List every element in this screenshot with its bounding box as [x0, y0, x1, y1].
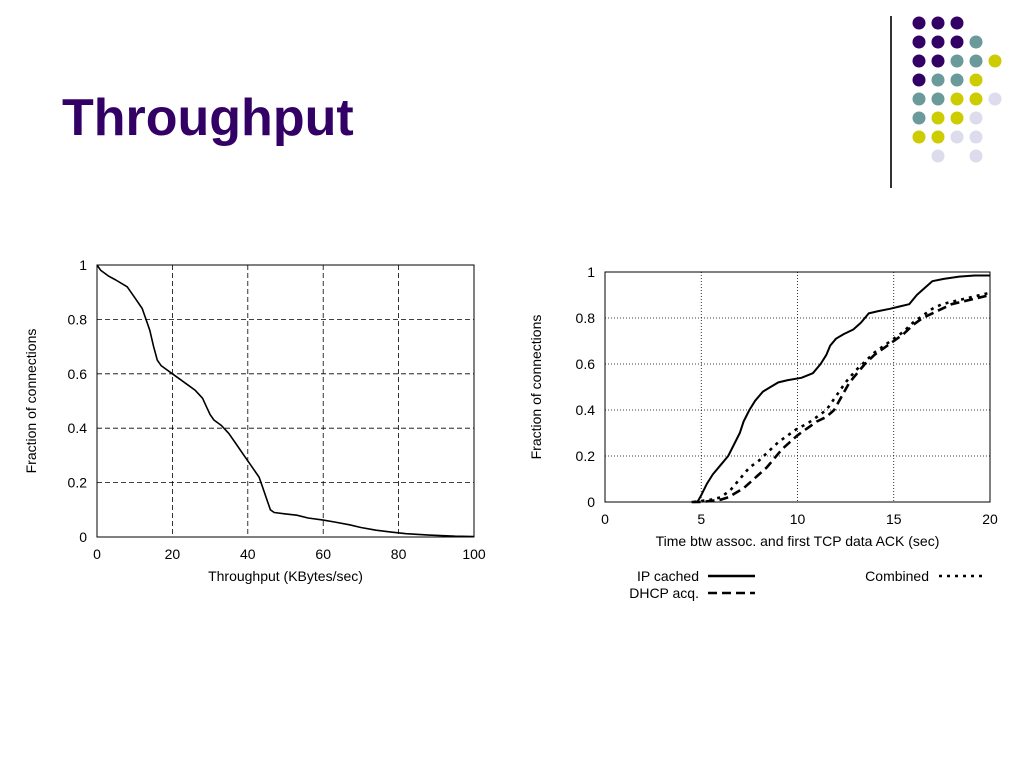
dot-icon: [931, 130, 945, 144]
dot-icon: [912, 54, 926, 68]
dot-icon: [950, 16, 964, 30]
dot-icon: [931, 92, 945, 106]
y-tick-label: 1: [587, 264, 595, 280]
dot-grid-decoration: [912, 16, 1002, 163]
x-tick-label: 10: [790, 511, 806, 527]
y-tick-label: 0.6: [576, 356, 596, 372]
dot-icon: [950, 54, 964, 68]
legend-label: IP cached: [637, 568, 699, 584]
dot-icon: [912, 92, 926, 106]
y-axis-title: Fraction of connections: [23, 329, 39, 474]
y-axis-title: Fraction of connections: [528, 315, 544, 460]
dot-icon: [912, 130, 926, 144]
dot-icon: [969, 111, 983, 125]
dot-icon: [931, 16, 945, 30]
dot-icon: [988, 54, 1002, 68]
dot-icon: [950, 35, 964, 49]
y-tick-label: 0.8: [576, 310, 596, 326]
dot-icon: [969, 54, 983, 68]
dot-icon: [969, 92, 983, 106]
dot-icon: [950, 92, 964, 106]
series-line-ip-cached: [696, 274, 990, 503]
series-line-dhcp-acq: [691, 293, 991, 504]
x-tick-label: 15: [886, 511, 902, 527]
y-tick-label: 0: [587, 494, 595, 510]
y-tick-label: 0.4: [576, 402, 596, 418]
x-tick-label: 0: [601, 511, 609, 527]
x-tick-label: 40: [240, 546, 256, 562]
dot-icon: [931, 54, 945, 68]
y-tick-label: 0.6: [68, 366, 88, 382]
dot-icon: [988, 92, 1002, 106]
dot-icon: [969, 73, 983, 87]
x-tick-label: 100: [462, 546, 486, 562]
x-tick-label: 20: [982, 511, 998, 527]
legend-label: DHCP acq.: [629, 585, 699, 601]
x-tick-label: 60: [315, 546, 331, 562]
y-tick-label: 0: [79, 529, 87, 545]
dot-icon: [912, 16, 926, 30]
x-axis-title: Throughput (KBytes/sec): [208, 568, 363, 584]
dot-icon: [950, 73, 964, 87]
y-tick-label: 0.2: [68, 475, 88, 491]
x-tick-label: 5: [697, 511, 705, 527]
dot-icon: [912, 73, 926, 87]
y-tick-label: 1: [79, 257, 87, 273]
dot-icon: [950, 111, 964, 125]
y-tick-label: 0.8: [68, 311, 88, 327]
x-tick-label: 80: [391, 546, 407, 562]
dot-icon: [931, 149, 945, 163]
plot-frame: [96, 264, 475, 538]
x-tick-label: 20: [165, 546, 181, 562]
dot-icon: [912, 35, 926, 49]
divider-line: [890, 16, 892, 188]
slide-title: Throughput: [62, 89, 354, 147]
x-tick-label: 0: [93, 546, 101, 562]
dot-icon: [931, 35, 945, 49]
y-tick-label: 0.2: [576, 448, 596, 464]
legend-label: Combined: [865, 568, 929, 584]
dot-icon: [969, 35, 983, 49]
dot-icon: [950, 130, 964, 144]
x-axis-title: Time btw assoc. and first TCP data ACK (…: [656, 533, 940, 549]
series-line-0: [96, 264, 475, 538]
series-line-combined: [693, 291, 991, 504]
dot-icon: [931, 111, 945, 125]
dot-icon: [969, 149, 983, 163]
y-tick-label: 0.4: [68, 420, 88, 436]
dot-icon: [931, 73, 945, 87]
dot-icon: [969, 130, 983, 144]
dot-icon: [912, 111, 926, 125]
